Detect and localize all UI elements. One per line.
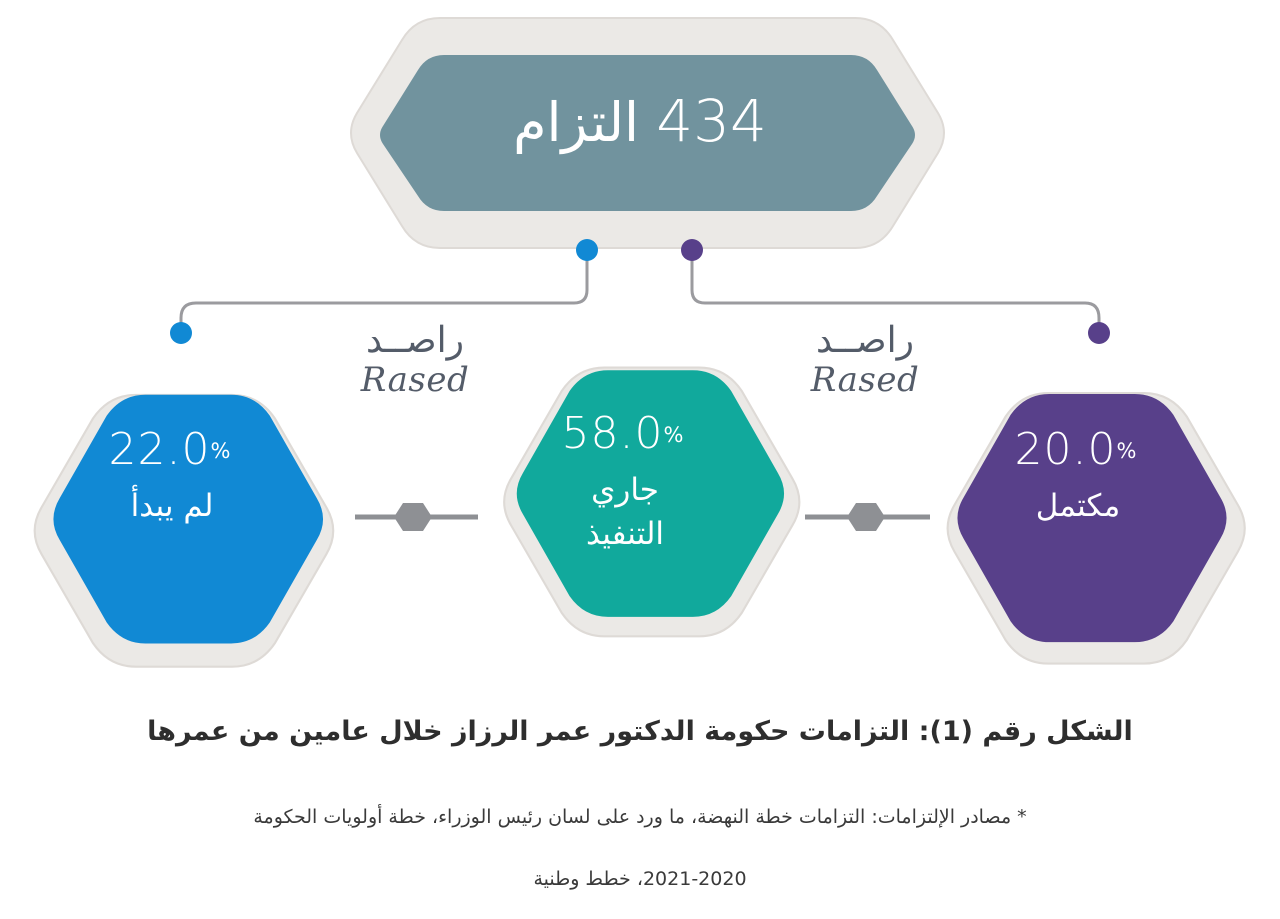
rased-logo-latin-left: Rased [360,359,470,400]
hexagon-completed-group[interactable] [946,391,1246,665]
stat-not-started-label: لم يبدأ [130,488,214,524]
hexagon-not-started-fill [53,394,324,644]
connector-dot-top-blue [576,239,598,261]
connector-group [179,250,1101,333]
source-note-line-2: 2021-2020، خطط وطنية [533,868,747,890]
rased-logo-arabic-right: راصــد [816,320,914,361]
stat-completed-value: 20.0 [1014,424,1117,475]
stat-in-progress-percent-line: 58.0% [495,412,755,456]
source-note-line-1: * مصادر الإلتزامات: التزامات خطة النهضة،… [253,806,1027,828]
connector-dot-right-purple [1088,322,1110,344]
stat-in-progress: 58.0% جاري التنفيذ [495,412,755,556]
stat-not-started-percent-line: 22.0% [42,428,302,472]
stat-not-started-value: 22.0 [108,424,211,475]
hexagon-not-started-group[interactable] [33,393,335,668]
percent-symbol-completed: % [1116,439,1138,463]
percent-symbol-in-progress: % [663,423,685,447]
hexagon-in-progress-fill [516,370,785,617]
stat-completed: 20.0% مكتمل [948,428,1208,528]
stat-in-progress-value: 58.0 [561,408,664,459]
stat-in-progress-label: جاري التنفيذ [585,472,665,553]
figure-title: الشكل رقم (1): التزامات حكومة الدكتور عم… [147,716,1133,747]
connector-dot-top-purple [681,239,703,261]
connector-hexagon-icon-1 [394,503,432,531]
percent-symbol-not-started: % [210,439,232,463]
inter-hexagon-connector-left [355,503,478,531]
rased-logo-arabic-left: راصــد [366,320,464,361]
top-node-fill [380,55,915,211]
connector-dot-left-blue [170,322,192,344]
connector-left-path [179,250,589,333]
stat-completed-label: مكتمل [1035,488,1121,524]
hexagon-in-progress-group[interactable] [503,366,801,638]
hexagon-completed-fill [957,393,1227,643]
rased-logo-latin-right: Rased [810,359,920,400]
inter-hexagon-connector-right [805,503,930,531]
stat-not-started: 22.0% لم يبدأ [42,428,302,528]
stat-completed-percent-line: 20.0% [948,428,1208,472]
rased-logo-right: راصــد Rased [735,322,995,399]
connector-right-path [690,250,1101,333]
rased-logo-left: راصــد Rased [285,322,545,399]
top-node-group [350,17,945,249]
connector-hexagon-icon-2 [847,503,885,531]
